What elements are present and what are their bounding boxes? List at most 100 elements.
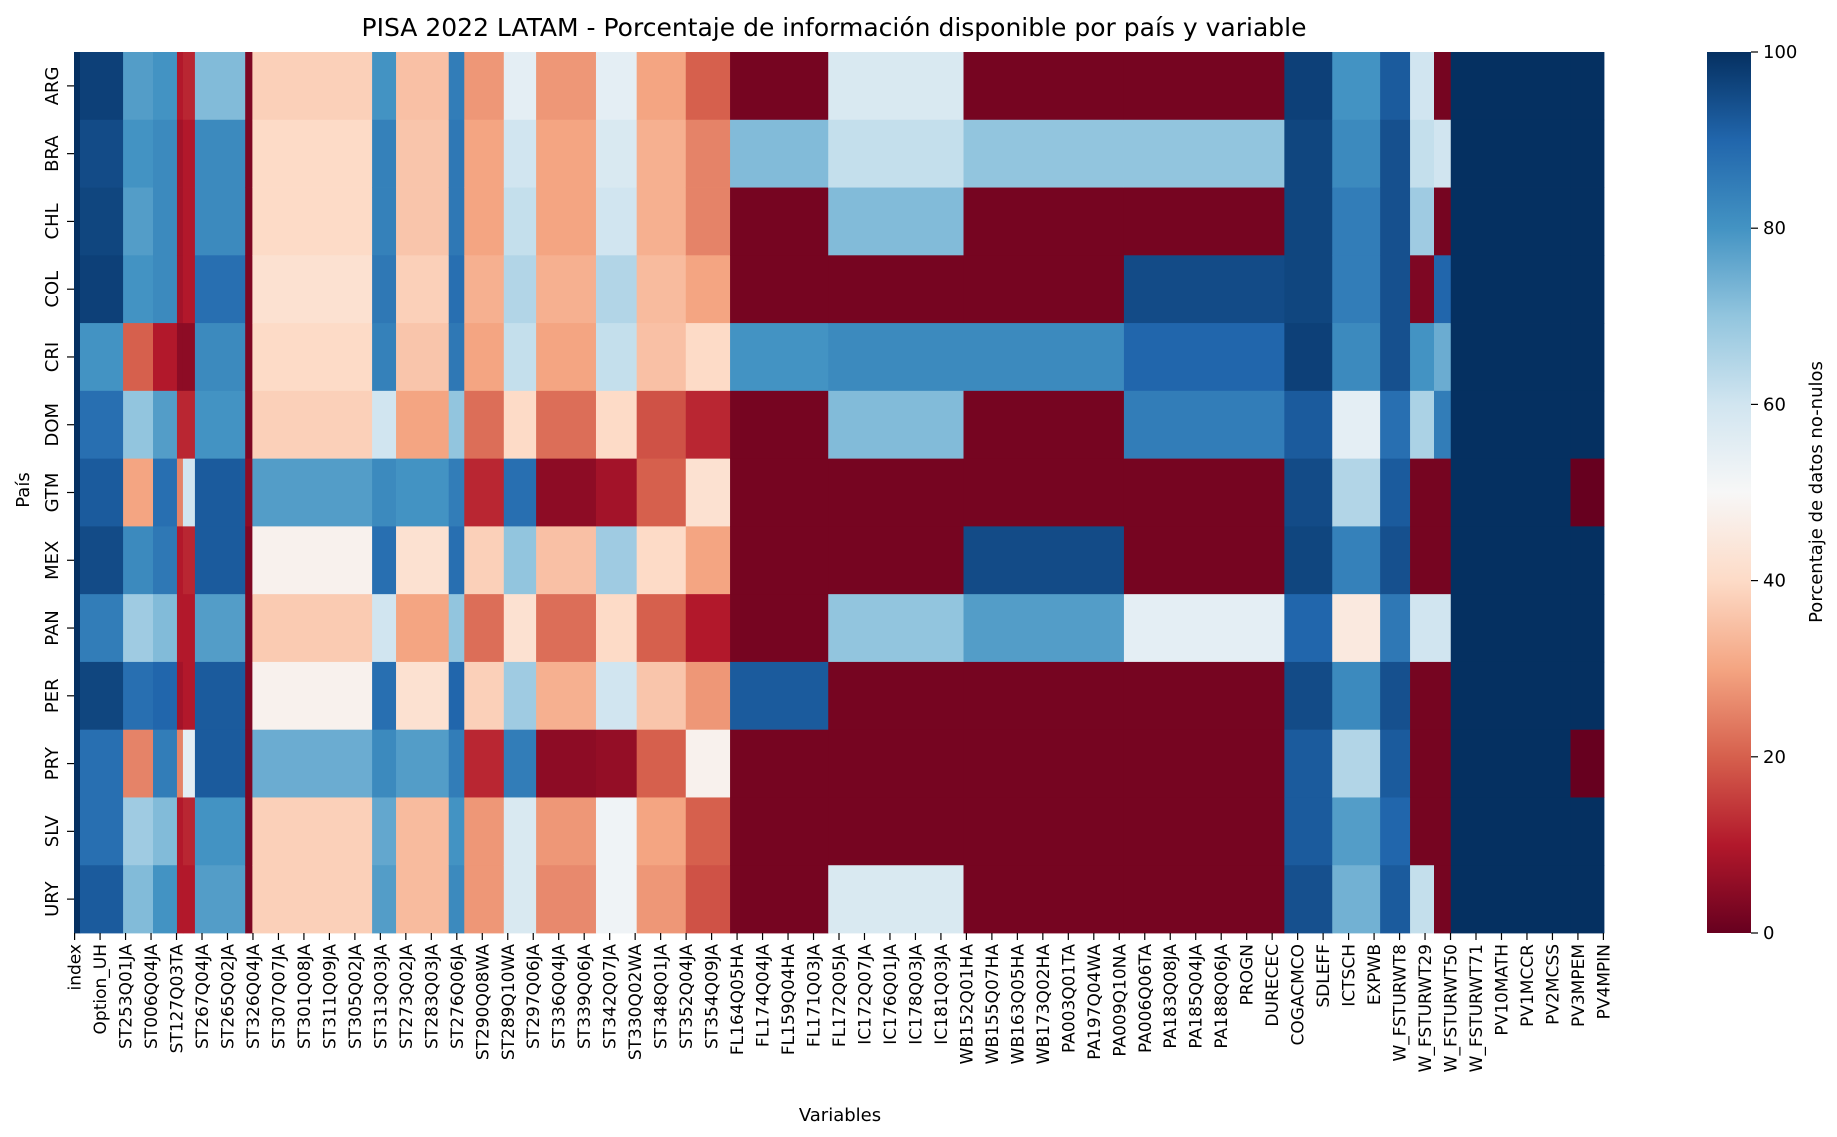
heatmap-cell [536,526,597,595]
heatmap-cell [372,52,397,121]
heatmap-cell [1434,594,1452,663]
x-tick-label: IC172Q07JA [856,944,876,1045]
heatmap-cell [153,865,178,934]
heatmap-cell [448,119,465,188]
x-tick-label: ST253Q01JA [117,944,137,1049]
heatmap-cell [636,187,687,256]
heatmap-cell [153,390,178,460]
heatmap-cell [252,526,373,595]
heatmap-cell [1450,594,1571,663]
x-tick-label: ST276Q06JA [448,944,468,1049]
heatmap-cell [396,865,450,934]
heatmap-cell [1450,390,1571,460]
heatmap-cell [396,255,450,324]
heatmap-cell [828,458,964,527]
x-tick-label: index [66,944,86,991]
heatmap-cell [1380,52,1411,121]
x-tick-label: WB163Q05HA [1008,944,1028,1065]
heatmap-cell [74,797,81,866]
heatmap-cell [828,323,964,392]
heatmap-cell [464,52,505,121]
heatmap-cell [182,594,196,663]
heatmap-cell [1434,865,1452,934]
heatmap-cell [372,594,397,663]
heatmap-cell [1434,526,1452,595]
heatmap-cell [636,255,687,324]
heatmap-cell [1410,390,1435,460]
y-tick-label: PRY [42,746,63,780]
heatmap-cell [74,594,81,663]
heatmap-cell [372,119,397,188]
heatmap-cell [536,458,597,527]
heatmap-cell [503,52,537,121]
x-tick-label: W_FSTURWT50 [1442,944,1462,1072]
heatmap-cell [194,865,246,934]
x-tick-label: ST290Q08WA [473,944,493,1061]
heatmap-cell [503,729,537,798]
heatmap-cell [252,797,373,866]
heatmap-cell [194,729,246,798]
heatmap-cell [74,729,81,798]
heatmap-cell [963,526,1125,595]
x-tick-label: PV3MPEM [1569,944,1589,1027]
x-tick-label: IC181Q03JA [932,944,952,1045]
heatmap-cell [1434,255,1452,324]
x-tick-label: WB173Q02HA [1034,944,1054,1065]
heatmap-cell [1332,323,1381,392]
heatmap-cell [963,119,1125,188]
heatmap-cell [153,729,178,798]
heatmap-cell [1284,323,1333,392]
heatmap-cell [245,458,253,527]
heatmap-cell [963,187,1125,256]
heatmap-cell [1410,526,1435,595]
heatmap-cell [448,458,465,527]
heatmap-cell [79,458,124,527]
x-tick-label: ST289Q10WA [499,944,519,1061]
y-tick-label: PAN [42,610,63,645]
heatmap-cell [245,255,253,324]
x-tick-label: SDLEFF [1314,944,1334,1008]
heatmap-cell [74,661,81,731]
heatmap-cell [536,797,597,866]
heatmap-cell [595,390,638,460]
x-tick-label: Option_UH [91,944,111,1034]
heatmap-cell [245,323,253,392]
heatmap-cell [396,323,450,392]
heatmap-cell [245,187,253,256]
heatmap-cell [182,390,196,460]
heatmap-cell [252,390,373,460]
y-tick-label: GTM [42,473,63,513]
x-axis-ticks: index Option_UH ST253Q01JA ST006Q04JA ST127Q… [66,933,1614,1072]
heatmap-cell [685,594,731,663]
heatmap-cell [1123,865,1285,934]
heatmap-cell [1284,594,1333,663]
heatmap-cell [1450,865,1571,934]
colorbar-bar [1707,52,1751,933]
heatmap-cell [74,119,81,188]
heatmap-cell [685,458,731,527]
heatmap-cell [963,390,1125,460]
heatmap-cell [153,255,178,324]
heatmap-cell [396,119,450,188]
heatmap-cell [503,187,537,256]
x-tick-label: ST283Q03JA [422,944,442,1049]
heatmap-cell [176,458,184,527]
heatmap-cell [1570,119,1605,188]
heatmap-cell [396,187,450,256]
y-axis-ticks: ARG BRA CHL COL CRI DOM GTM MEX PAN PER PRY SLV URY [42,67,74,917]
heatmap-cell [828,255,964,324]
y-axis-label: País [13,472,34,507]
heatmap-cell [245,390,253,460]
heatmap-cell [79,255,124,324]
heatmap-cell [685,323,731,392]
x-tick-label: IC178Q03JA [906,944,926,1045]
heatmap-cell [123,729,154,798]
chart-title: PISA 2022 LATAM - Porcentaje de informac… [362,13,1307,42]
x-tick-label: W_FSTURWT29 [1416,944,1436,1072]
heatmap-cell [536,119,597,188]
heatmap-cell [153,119,178,188]
heatmap-cell [828,119,964,188]
heatmap-cell [1434,729,1452,798]
heatmap-cell [1123,119,1285,188]
